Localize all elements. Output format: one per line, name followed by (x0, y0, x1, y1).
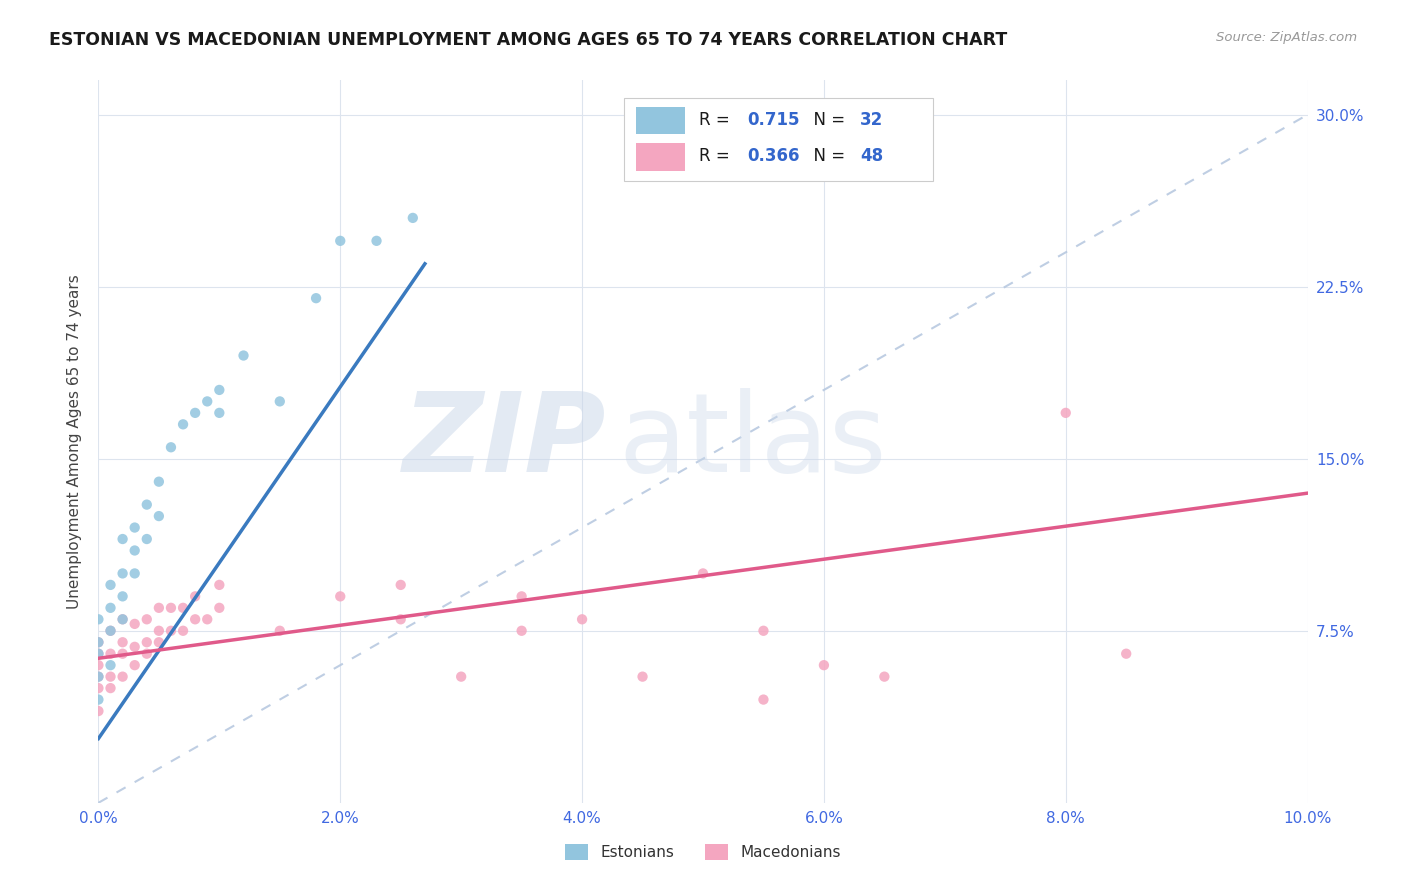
Point (100, 670, 122, 684)
Point (135, 498, 157, 512)
Point (148, 624, 170, 638)
Point (510, 590, 533, 604)
Point (813, 658, 835, 673)
Point (195, 612, 218, 626)
Point (124, 640, 146, 654)
Point (100, 647, 122, 661)
Point (100, 600, 122, 615)
Text: 48: 48 (860, 147, 883, 165)
Point (208, 600, 231, 615)
Point (269, 394, 291, 409)
Point (111, 647, 134, 661)
Point (631, 670, 654, 684)
Point (510, 624, 533, 638)
Point (160, 600, 183, 615)
Point (366, 234, 388, 248)
Point (135, 635, 157, 649)
Point (305, 291, 328, 305)
Point (148, 475, 170, 489)
Point (195, 394, 218, 409)
Point (124, 566, 146, 581)
Point (87, 658, 110, 673)
Point (172, 600, 194, 615)
Point (87, 704, 110, 718)
Text: 0.715: 0.715 (748, 111, 800, 129)
Legend: Estonians, Macedonians: Estonians, Macedonians (565, 844, 841, 860)
Point (752, 624, 775, 638)
Point (124, 616, 146, 631)
Point (100, 624, 122, 638)
Point (172, 624, 194, 638)
Point (135, 612, 157, 626)
FancyBboxPatch shape (637, 143, 685, 170)
Point (111, 590, 134, 604)
Point (111, 612, 134, 626)
Point (389, 612, 412, 626)
Point (329, 590, 352, 604)
Point (87, 670, 110, 684)
Point (148, 635, 170, 649)
Point (160, 440, 183, 454)
Point (1115, 647, 1137, 661)
Point (232, 349, 254, 363)
Point (135, 532, 157, 546)
Point (87, 647, 110, 661)
Point (208, 383, 231, 397)
Point (111, 566, 134, 581)
Point (87, 635, 110, 649)
Text: 0.366: 0.366 (748, 147, 800, 165)
Point (329, 234, 352, 248)
Point (1054, 406, 1077, 420)
Point (692, 566, 714, 581)
Point (87, 647, 110, 661)
Point (124, 658, 146, 673)
Point (148, 509, 170, 524)
Point (111, 635, 134, 649)
Point (87, 612, 110, 626)
Point (124, 520, 146, 534)
Point (100, 578, 122, 592)
Point (873, 670, 896, 684)
Point (571, 612, 593, 626)
Point (87, 681, 110, 695)
Text: Source: ZipAtlas.com: Source: ZipAtlas.com (1216, 31, 1357, 45)
Text: R =: R = (699, 111, 735, 129)
Text: 32: 32 (860, 111, 883, 129)
Text: ZIP: ZIP (402, 388, 606, 495)
Text: atlas: atlas (619, 388, 887, 495)
Point (111, 670, 134, 684)
Point (111, 532, 134, 546)
Point (208, 578, 231, 592)
Text: N =: N = (803, 111, 851, 129)
Point (172, 417, 194, 432)
Point (160, 624, 183, 638)
Point (87, 692, 110, 706)
Point (135, 647, 157, 661)
Point (184, 612, 207, 626)
Point (124, 543, 146, 558)
Point (269, 624, 291, 638)
Point (100, 624, 122, 638)
Point (450, 670, 472, 684)
Point (111, 612, 134, 626)
Point (148, 600, 170, 615)
Point (184, 406, 207, 420)
Point (87, 670, 110, 684)
Point (100, 681, 122, 695)
Point (87, 635, 110, 649)
Point (208, 406, 231, 420)
Point (389, 578, 412, 592)
FancyBboxPatch shape (637, 107, 685, 135)
Point (184, 590, 207, 604)
Y-axis label: Unemployment Among Ages 65 to 74 years: Unemployment Among Ages 65 to 74 years (67, 274, 83, 609)
Text: R =: R = (699, 147, 735, 165)
Point (100, 658, 122, 673)
Point (752, 692, 775, 706)
Text: N =: N = (803, 147, 851, 165)
Text: ESTONIAN VS MACEDONIAN UNEMPLOYMENT AMONG AGES 65 TO 74 YEARS CORRELATION CHART: ESTONIAN VS MACEDONIAN UNEMPLOYMENT AMON… (49, 31, 1008, 49)
Point (402, 211, 425, 225)
FancyBboxPatch shape (624, 98, 932, 181)
